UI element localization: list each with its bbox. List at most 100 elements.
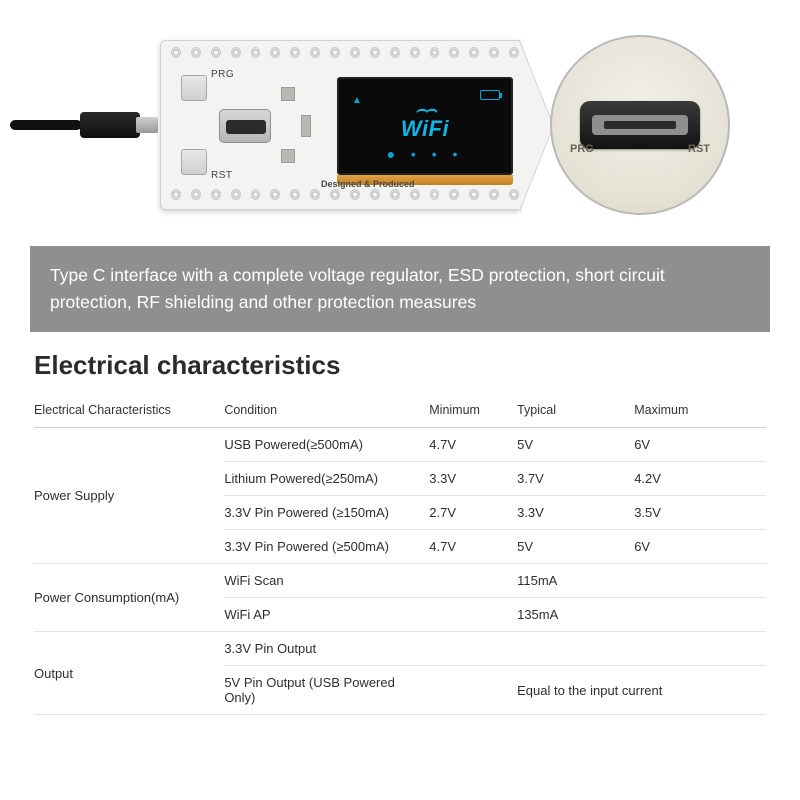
closeup-rst-label: RST xyxy=(688,143,710,155)
pin-hole-icon xyxy=(350,189,360,200)
cell-min: 4.7V xyxy=(429,428,517,462)
pin-hole-icon xyxy=(191,47,201,58)
pin-hole-icon xyxy=(509,189,519,200)
usb-c-port-closeup-icon xyxy=(580,101,700,149)
section-title: Electrical characteristics xyxy=(34,350,766,381)
cell-condition: Lithium Powered(≥250mA) xyxy=(224,462,429,496)
col-header: Minimum xyxy=(429,395,517,428)
cell-typ: 5V xyxy=(517,428,634,462)
pin-hole-icon xyxy=(370,189,380,200)
prg-label: PRG xyxy=(211,69,234,80)
cell-typ: Equal to the input current xyxy=(517,666,766,715)
pin-hole-icon xyxy=(251,47,261,58)
usb-cable-icon xyxy=(40,108,160,142)
pin-hole-icon xyxy=(231,189,241,200)
cell-max: 6V xyxy=(634,530,766,564)
cell-typ: 3.3V xyxy=(517,496,634,530)
pin-row-bottom xyxy=(171,189,519,203)
pin-hole-icon xyxy=(171,47,181,58)
cell-min: 2.7V xyxy=(429,496,517,530)
cell-condition: WiFi AP xyxy=(224,598,429,632)
group-label: Power Consumption(mA) xyxy=(34,564,224,632)
smd-chip-icon xyxy=(301,115,311,137)
cell-typ xyxy=(517,632,634,666)
table-header-row: Electrical Characteristics Condition Min… xyxy=(34,395,766,428)
pin-hole-icon xyxy=(330,47,340,58)
group-label: Output xyxy=(34,632,224,715)
cell-typ: 3.7V xyxy=(517,462,634,496)
pin-hole-icon xyxy=(231,47,241,58)
pin-hole-icon xyxy=(489,189,499,200)
cell-max xyxy=(634,598,766,632)
cell-min xyxy=(429,632,517,666)
cell-condition: 3.3V Pin Powered (≥500mA) xyxy=(224,530,429,564)
pin-hole-icon xyxy=(410,47,420,58)
cell-condition: 3.3V Pin Output xyxy=(224,632,429,666)
cell-min: 3.3V xyxy=(429,462,517,496)
pin-hole-icon xyxy=(171,189,181,200)
cell-max: 4.2V xyxy=(634,462,766,496)
rst-label: RST xyxy=(211,170,233,181)
cell-max: 6V xyxy=(634,428,766,462)
board-illustration: PRG RST ⌢⌢ WiFi ● • • • Designed & Produ… xyxy=(70,30,530,220)
oled-display: ⌢⌢ WiFi ● • • • xyxy=(337,77,513,175)
cell-min xyxy=(429,564,517,598)
wifi-logo-icon: ⌢⌢ WiFi xyxy=(350,106,500,142)
group-label: Power Supply xyxy=(34,428,224,564)
cell-max xyxy=(634,564,766,598)
dev-board: PRG RST ⌢⌢ WiFi ● • • • Designed & Produ… xyxy=(160,40,520,210)
cell-min xyxy=(429,598,517,632)
cell-max xyxy=(634,632,766,666)
feature-banner: Type C interface with a complete voltage… xyxy=(30,246,770,332)
pin-hole-icon xyxy=(330,189,340,200)
usb-c-closeup: PRG RST xyxy=(550,35,730,215)
pin-hole-icon xyxy=(270,47,280,58)
hero-area: PRG RST ⌢⌢ WiFi ● • • • Designed & Produ… xyxy=(0,0,800,240)
table-row: Power SupplyUSB Powered(≥500mA)4.7V5V6V xyxy=(34,428,766,462)
pin-hole-icon xyxy=(430,189,440,200)
pin-hole-icon xyxy=(390,47,400,58)
cell-condition: 5V Pin Output (USB Powered Only) xyxy=(224,666,429,715)
pin-hole-icon xyxy=(449,189,459,200)
pin-hole-icon xyxy=(290,189,300,200)
cell-min xyxy=(429,666,517,715)
electrical-table: Electrical Characteristics Condition Min… xyxy=(34,395,766,715)
battery-icon xyxy=(480,90,500,100)
cell-condition: 3.3V Pin Powered (≥150mA) xyxy=(224,496,429,530)
pin-hole-icon xyxy=(469,189,479,200)
cell-typ: 5V xyxy=(517,530,634,564)
pin-hole-icon xyxy=(370,47,380,58)
smd-chip-icon xyxy=(281,149,295,163)
smd-chip-icon xyxy=(281,87,295,101)
prg-button-icon xyxy=(181,75,207,101)
loading-dots-icon: ● • • • xyxy=(350,146,500,162)
wifi-logo-text: WiFi xyxy=(401,116,449,141)
cell-condition: WiFi Scan xyxy=(224,564,429,598)
cell-typ: 115mA xyxy=(517,564,634,598)
pin-hole-icon xyxy=(350,47,360,58)
col-header: Condition xyxy=(224,395,429,428)
col-header: Typical xyxy=(517,395,634,428)
signal-icon xyxy=(350,90,364,100)
col-header: Maximum xyxy=(634,395,766,428)
pin-hole-icon xyxy=(410,189,420,200)
pin-hole-icon xyxy=(509,47,519,58)
cell-max: 3.5V xyxy=(634,496,766,530)
pin-hole-icon xyxy=(310,189,320,200)
pin-hole-icon xyxy=(211,47,221,58)
usb-c-port-icon xyxy=(219,109,271,143)
version-label: V3 xyxy=(524,117,541,133)
pin-hole-icon xyxy=(310,47,320,58)
pin-hole-icon xyxy=(390,189,400,200)
col-header: Electrical Characteristics xyxy=(34,395,224,428)
pin-hole-icon xyxy=(469,47,479,58)
table-row: Output3.3V Pin Output xyxy=(34,632,766,666)
cell-typ: 135mA xyxy=(517,598,634,632)
cell-condition: USB Powered(≥500mA) xyxy=(224,428,429,462)
pin-hole-icon xyxy=(270,189,280,200)
pin-hole-icon xyxy=(251,189,261,200)
pin-row-top xyxy=(171,47,519,61)
closeup-prg-label: PRG xyxy=(570,143,594,155)
cell-min: 4.7V xyxy=(429,530,517,564)
pin-hole-icon xyxy=(191,189,201,200)
